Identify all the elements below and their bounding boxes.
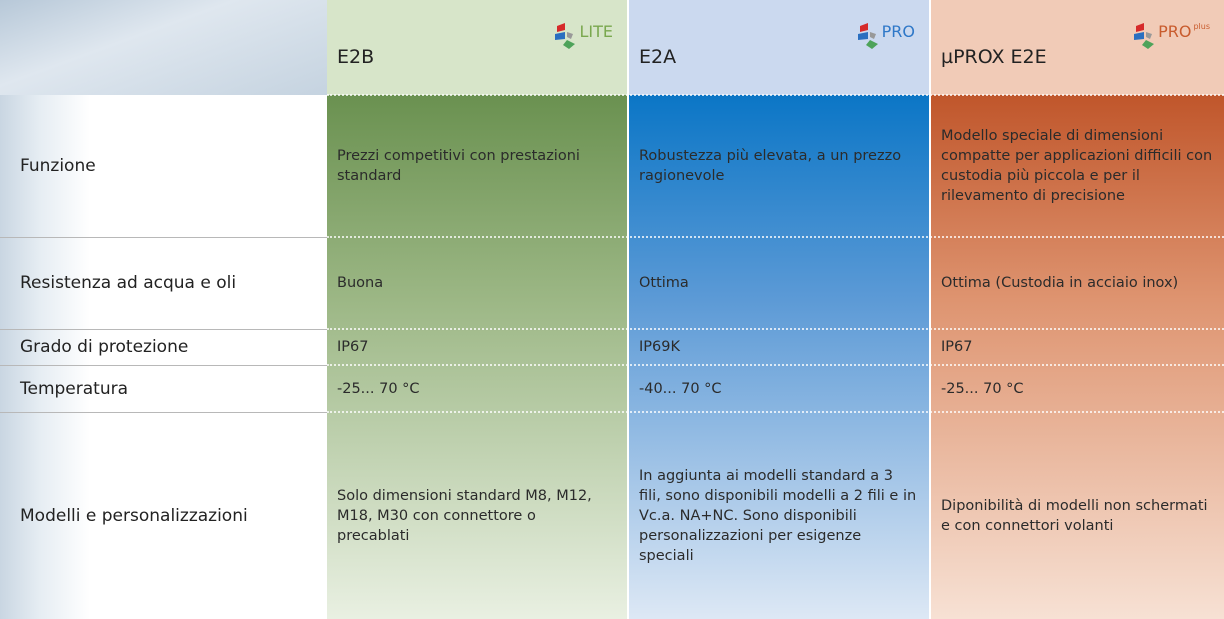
row-dotted-line <box>327 328 1224 330</box>
row-line <box>0 365 327 366</box>
row-label: Grado di protezione <box>20 329 320 365</box>
row-label: Temperatura <box>20 365 320 412</box>
badge-text: LITE <box>579 22 613 41</box>
row-line <box>0 329 327 330</box>
column-header: E2B LITE <box>327 0 627 95</box>
header-background <box>0 0 327 95</box>
cell: Robustezza più elevata, a un prezzo ragi… <box>639 95 924 237</box>
cell: -40... 70 °C <box>639 365 924 412</box>
row-line <box>0 412 327 413</box>
badge-icon <box>1134 22 1156 50</box>
column-name: E2B <box>337 46 374 68</box>
row-dotted-line <box>327 411 1224 413</box>
cell: Solo dimensioni standard M8, M12, M18, M… <box>337 412 617 619</box>
badge-text: PRO <box>1158 22 1191 41</box>
row-label: Modelli e personalizzazioni <box>20 412 320 619</box>
badge-icon <box>555 22 577 50</box>
cell: Ottima <box>639 237 924 329</box>
cell: IP67 <box>941 329 1221 365</box>
column-header: E2A PRO <box>629 0 929 95</box>
cell: Modello speciale di dimensioni compatte … <box>941 95 1221 237</box>
cell: Prezzi competitivi con prestazioni stand… <box>337 95 617 237</box>
column-name: E2A <box>639 46 676 68</box>
column-separator <box>627 0 629 619</box>
cell: Buona <box>337 237 617 329</box>
badge: PRO <box>858 22 915 50</box>
badge: LITE <box>555 22 613 50</box>
badge-text: PRO <box>882 22 915 41</box>
cell: IP67 <box>337 329 617 365</box>
row-label: Funzione <box>20 95 320 237</box>
cell: IP69K <box>639 329 924 365</box>
row-dotted-line <box>327 364 1224 366</box>
cell: Diponibilità di modelli non schermati e … <box>941 412 1221 619</box>
column-name: µPROX E2E <box>941 46 1047 68</box>
row-line <box>0 237 327 238</box>
row-dotted-line <box>327 94 1224 96</box>
comparison-table: E2BLITEE2APROµPROX E2EPROplusFunzionePre… <box>0 0 1224 619</box>
column-separator <box>929 0 931 619</box>
badge-icon <box>858 22 880 50</box>
row-dotted-line <box>327 236 1224 238</box>
cell: In aggiunta ai modelli standard a 3 fili… <box>639 412 924 619</box>
cell: -25... 70 °C <box>337 365 617 412</box>
cell: -25... 70 °C <box>941 365 1221 412</box>
row-label: Resistenza ad acqua e oli <box>20 237 320 329</box>
badge-sup: plus <box>1193 22 1210 31</box>
cell: Ottima (Custodia in acciaio inox) <box>941 237 1221 329</box>
